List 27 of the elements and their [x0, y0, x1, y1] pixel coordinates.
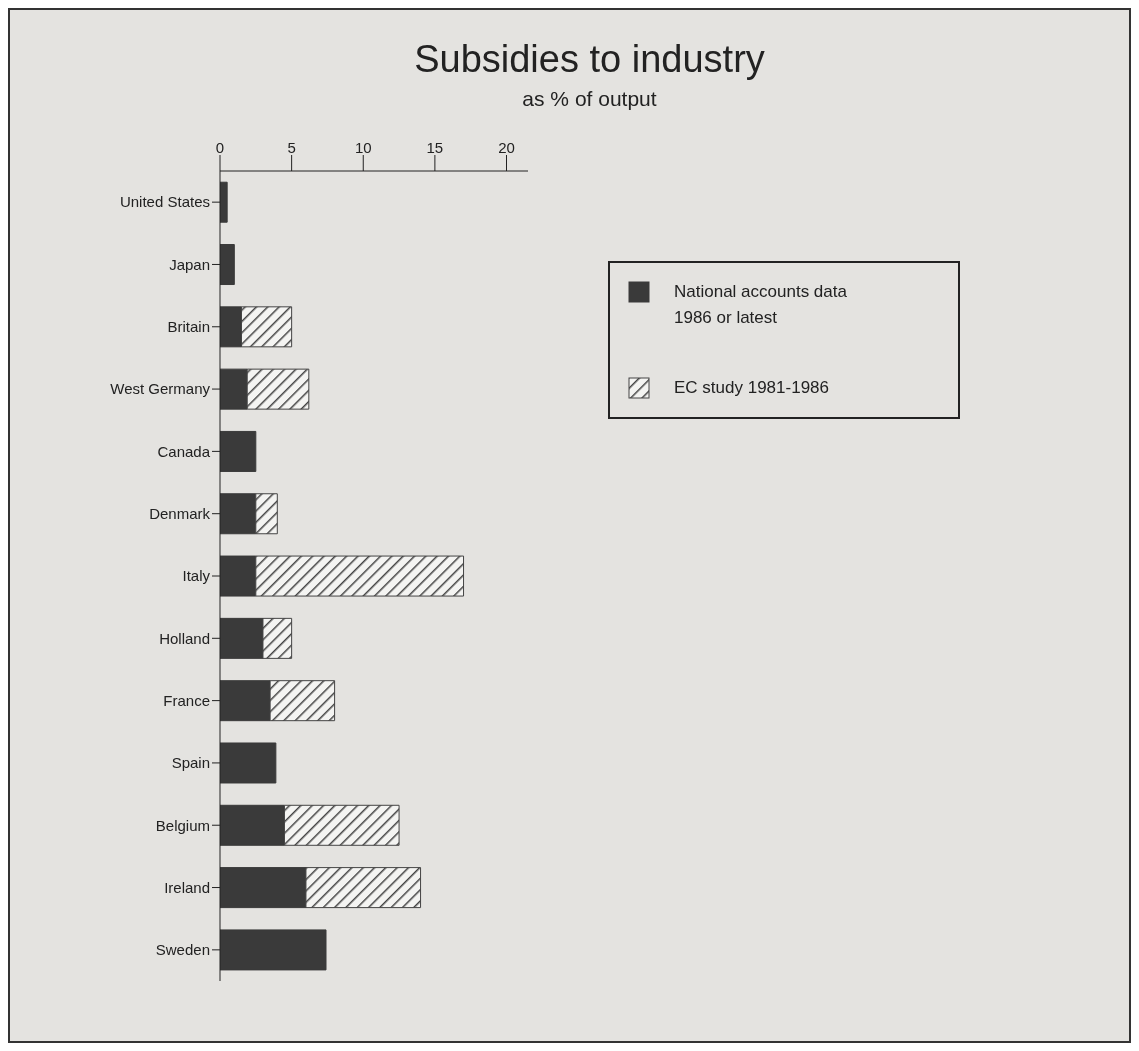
bar: [220, 742, 277, 784]
chart-title: Subsidies to industry: [413, 37, 766, 81]
bar: [220, 430, 257, 472]
text: as % of output: [521, 87, 658, 111]
y-tick-label: France: [163, 691, 210, 709]
x-tick-label: 0: [215, 139, 225, 156]
x-tick-label: 10: [354, 139, 372, 156]
y-tick-label: Belgium: [155, 816, 210, 834]
legend-label: EC study 1981-1986: [674, 377, 830, 399]
y-tick-label: Sweden: [155, 941, 210, 959]
y-tick-label: United States: [119, 193, 210, 211]
x-tick-label: 20: [498, 139, 515, 156]
bar: [220, 181, 228, 223]
legend-label: National accounts data 1986 or latest: [674, 281, 848, 329]
y-tick-label: Britain: [167, 318, 210, 336]
y-tick-label: West Germany: [110, 380, 211, 398]
y-tick-label: Canada: [157, 442, 211, 460]
bar: [220, 244, 235, 286]
y-tick-label: Italy: [182, 567, 211, 585]
x-tick-label: 15: [426, 139, 444, 156]
bar: [220, 929, 327, 971]
y-tick-label: Ireland: [164, 878, 210, 896]
y-tick-label: Spain: [171, 754, 210, 772]
y-tick-label: Denmark: [149, 505, 211, 523]
y-tick-label: Holland: [159, 629, 210, 647]
x-tick-label: 5: [287, 139, 296, 156]
y-tick-label: Japan: [169, 255, 210, 273]
